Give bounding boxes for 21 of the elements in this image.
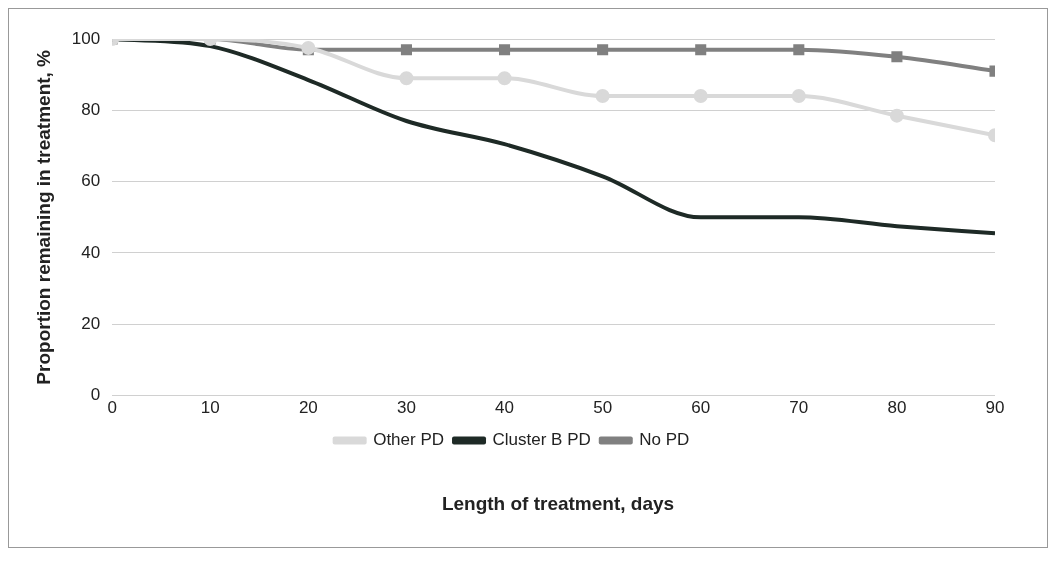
x-tick-label: 70	[789, 398, 809, 418]
y-axis-title: Proportion remaining in treatment, %	[32, 49, 54, 385]
y-tick-label: 60	[81, 171, 101, 191]
x-axis-title: Length of treatment, days	[440, 493, 676, 515]
y-tick-label: 40	[81, 242, 101, 262]
x-tick-label: 60	[691, 398, 711, 418]
legend-label: Cluster B PD	[492, 430, 591, 450]
legend-label: Other PD	[373, 430, 445, 450]
x-tick-label: 0	[107, 398, 117, 418]
y-tick-label: 100	[71, 28, 101, 48]
x-tick-label: 50	[593, 398, 613, 418]
x-tick-label: 30	[396, 398, 416, 418]
x-tick-label: 10	[200, 398, 220, 418]
x-tick-label: 80	[887, 398, 907, 418]
x-tick-label: 90	[985, 398, 1005, 418]
y-tick-label: 80	[81, 100, 101, 120]
legend-label: No PD	[639, 430, 690, 450]
y-tick-label: 0	[90, 385, 101, 405]
x-tick-label: 40	[495, 398, 514, 418]
y-tick-label: 20	[81, 313, 101, 333]
x-tick-label: 20	[298, 398, 318, 418]
